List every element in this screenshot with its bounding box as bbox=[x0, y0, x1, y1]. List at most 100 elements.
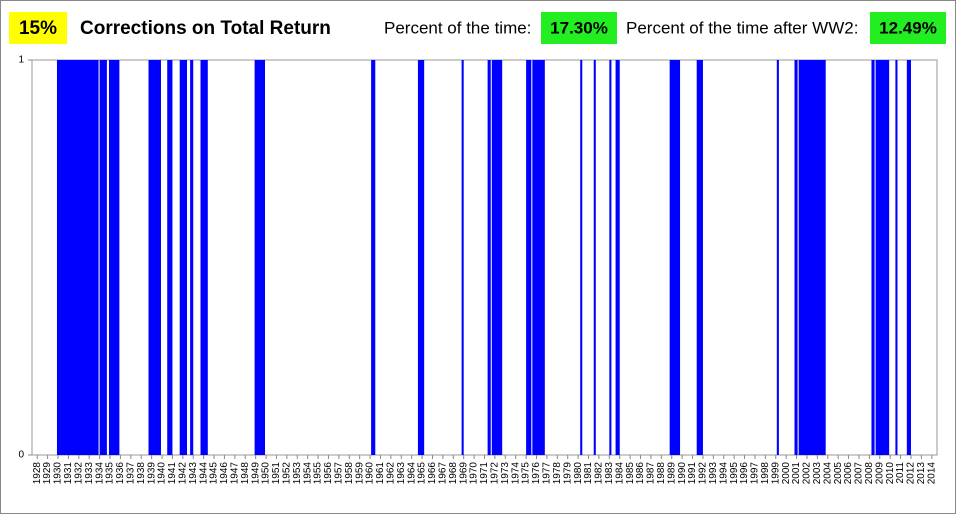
span-bar bbox=[609, 60, 612, 455]
span-bar bbox=[871, 60, 875, 455]
x-tick-label: 1991 bbox=[687, 462, 698, 485]
x-tick-label: 1935 bbox=[105, 462, 116, 485]
x-tick-label: 2002 bbox=[802, 462, 813, 485]
x-tick-label: 1964 bbox=[406, 462, 417, 485]
span-bar bbox=[615, 60, 620, 455]
x-tick-label: 1986 bbox=[635, 462, 646, 485]
x-tick-label: 1971 bbox=[479, 462, 490, 485]
x-tick-label: 1974 bbox=[510, 462, 521, 485]
x-tick-label: 1929 bbox=[42, 462, 53, 485]
x-tick-label: 1999 bbox=[770, 462, 781, 485]
span-bar bbox=[179, 60, 187, 455]
x-tick-label: 1995 bbox=[729, 462, 740, 485]
x-tick-label: 1956 bbox=[323, 462, 334, 485]
x-tick-label: 1928 bbox=[32, 462, 43, 485]
x-tick-label: 1963 bbox=[396, 462, 407, 485]
x-tick-label: 1948 bbox=[240, 462, 251, 485]
x-tick-label: 1981 bbox=[583, 462, 594, 485]
span-bar bbox=[254, 60, 266, 455]
x-tick-label: 2003 bbox=[812, 462, 823, 485]
badge: 15% bbox=[19, 18, 57, 39]
span-bar bbox=[526, 60, 532, 455]
span-bar bbox=[580, 60, 583, 455]
x-tick-label: 2014 bbox=[926, 462, 937, 485]
x-tick-label: 2001 bbox=[791, 462, 802, 485]
span-bar bbox=[108, 60, 120, 455]
span-bar bbox=[190, 60, 194, 455]
span-bar bbox=[56, 60, 99, 455]
x-tick-label: 1951 bbox=[271, 462, 282, 485]
x-tick-label: 1940 bbox=[157, 462, 168, 485]
x-tick-label: 1973 bbox=[500, 462, 511, 485]
x-tick-label: 1960 bbox=[365, 462, 376, 485]
x-tick-label: 2011 bbox=[895, 462, 906, 484]
x-tick-label: 2012 bbox=[906, 462, 917, 485]
span-bar bbox=[794, 60, 798, 455]
x-tick-label: 1980 bbox=[573, 462, 584, 485]
x-tick-label: 1943 bbox=[188, 462, 199, 485]
x-tick-label: 1970 bbox=[469, 462, 480, 485]
y-tick-label: 1 bbox=[18, 55, 24, 66]
x-tick-label: 1993 bbox=[708, 462, 719, 485]
x-tick-label: 1932 bbox=[73, 462, 84, 485]
x-tick-label: 1966 bbox=[427, 462, 438, 485]
span-bar bbox=[593, 60, 596, 455]
x-tick-label: 1949 bbox=[250, 462, 261, 485]
x-tick-label: 1987 bbox=[646, 462, 657, 485]
x-tick-label: 1989 bbox=[666, 462, 677, 485]
x-tick-label: 1996 bbox=[739, 462, 750, 485]
x-tick-label: 1969 bbox=[458, 462, 469, 485]
span-bar bbox=[371, 60, 376, 455]
x-tick-label: 1994 bbox=[718, 462, 729, 485]
x-tick-label: 1965 bbox=[417, 462, 428, 485]
x-tick-label: 1952 bbox=[281, 462, 292, 485]
x-tick-label: 1972 bbox=[490, 462, 501, 485]
span-bar bbox=[696, 60, 703, 455]
stat-box bbox=[541, 12, 617, 44]
x-tick-label: 1936 bbox=[115, 462, 126, 485]
span-bar bbox=[148, 60, 161, 455]
x-tick-label: 1992 bbox=[698, 462, 709, 485]
x-tick-label: 1982 bbox=[594, 462, 605, 485]
x-tick-label: 1934 bbox=[94, 462, 105, 485]
x-tick-label: 1942 bbox=[177, 462, 188, 485]
x-tick-label: 1950 bbox=[261, 462, 272, 485]
x-tick-label: 1978 bbox=[552, 462, 563, 485]
badge-box bbox=[9, 12, 67, 44]
x-tick-label: 1961 bbox=[375, 462, 386, 485]
stat-value: 12.49% bbox=[879, 18, 937, 37]
x-tick-label: 1933 bbox=[84, 462, 95, 485]
stat-label: Percent of the time after WW2: bbox=[626, 18, 858, 37]
span-bar bbox=[532, 60, 545, 455]
x-tick-label: 2009 bbox=[874, 462, 885, 485]
chart-title: Corrections on Total Return bbox=[80, 18, 331, 39]
x-tick-label: 1955 bbox=[313, 462, 324, 485]
x-tick-label: 2000 bbox=[781, 462, 792, 485]
x-tick-label: 1984 bbox=[614, 462, 625, 485]
x-tick-label: 1979 bbox=[562, 462, 573, 485]
span-bar bbox=[167, 60, 173, 455]
span-bar bbox=[798, 60, 826, 455]
x-tick-label: 1930 bbox=[53, 462, 64, 485]
x-tick-label: 1962 bbox=[386, 462, 397, 485]
x-tick-label: 1944 bbox=[198, 462, 209, 485]
x-tick-label: 1997 bbox=[750, 462, 761, 485]
stat-box bbox=[870, 12, 946, 44]
x-tick-label: 1953 bbox=[292, 462, 303, 485]
span-bar bbox=[491, 60, 503, 455]
x-tick-label: 1959 bbox=[354, 462, 365, 485]
x-tick-label: 1967 bbox=[438, 462, 449, 485]
y-tick-label: 0 bbox=[18, 450, 24, 461]
x-tick-label: 2005 bbox=[833, 462, 844, 485]
x-tick-label: 1946 bbox=[219, 462, 230, 485]
x-tick-label: 1988 bbox=[656, 462, 667, 485]
x-tick-label: 1983 bbox=[604, 462, 615, 485]
stat-value: 17.30% bbox=[550, 18, 608, 37]
x-tick-label: 1976 bbox=[531, 462, 542, 485]
x-tick-label: 1938 bbox=[136, 462, 147, 485]
x-tick-label: 1937 bbox=[125, 462, 136, 485]
span-bar bbox=[487, 60, 491, 455]
span-bar bbox=[875, 60, 890, 455]
x-tick-label: 1954 bbox=[302, 462, 313, 485]
